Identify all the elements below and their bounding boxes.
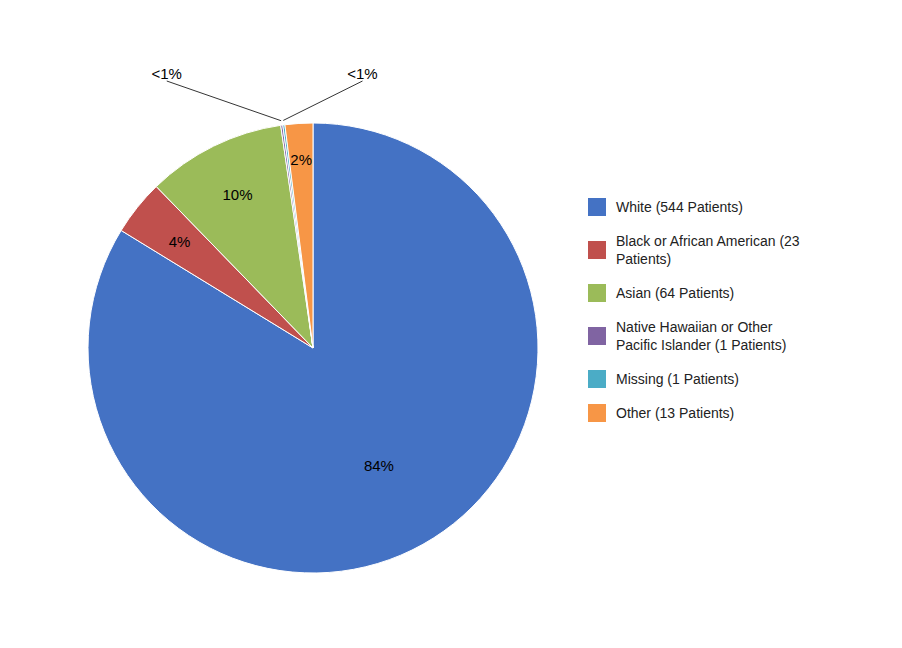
html-text:Black or African American (23: Black or African American (23 Patients) [616, 233, 800, 267]
html-text:Native Hawaiian or Other Pacif: Native Hawaiian or Other Pacific Islande… [616, 319, 787, 353]
html-text:White (544 Patients): White (544 Patients) [616, 199, 743, 215]
svg-text:10%: 10% [222, 186, 252, 203]
html-text:Missing (1 Patients): Missing (1 Patients) [616, 371, 739, 387]
svg-text:4%: 4% [169, 233, 191, 250]
html-text:Other (13 Patients): Other (13 Patients) [616, 405, 735, 421]
svg-text:<1%: <1% [347, 65, 377, 82]
svg-text:<1%: <1% [152, 65, 182, 82]
html-text:Asian (64 Patients): Asian (64 Patients) [616, 285, 735, 301]
svg-text:84%: 84% [364, 457, 394, 474]
svg-text:2%: 2% [290, 151, 312, 168]
